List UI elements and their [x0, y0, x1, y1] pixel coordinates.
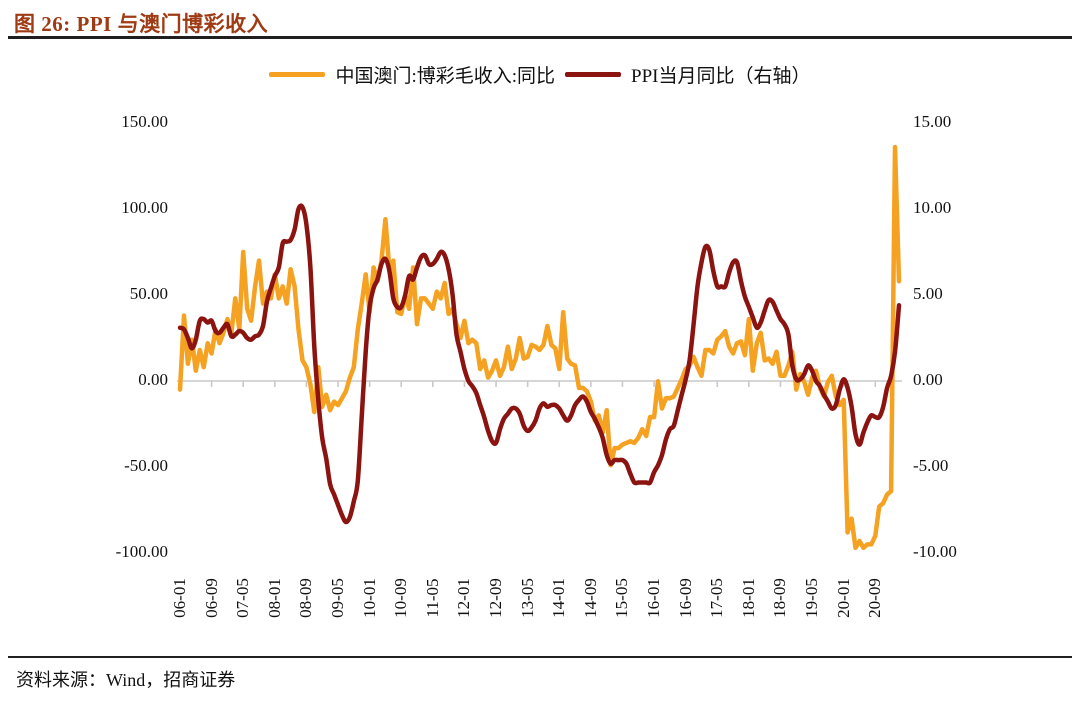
y-axis-left-tick-label: -100.00	[115, 542, 168, 561]
y-axis-right-tick-label: 10.00	[913, 198, 952, 217]
x-axis-tick-label: 20-09	[865, 578, 885, 618]
x-axis-tick-label: 11-05	[422, 578, 442, 618]
x-axis-tick-label: 16-09	[675, 578, 695, 618]
x-axis-tick-label: 07-05	[233, 578, 253, 618]
y-axis-left-tick-label: 100.00	[121, 198, 168, 217]
y-axis-left-tick-label: 0.00	[138, 370, 168, 389]
x-axis-tick-label: 12-09	[486, 578, 506, 618]
ggr-series-swatch	[269, 72, 326, 77]
x-axis-tick-label: 14-09	[580, 578, 600, 618]
source-rule	[8, 656, 1072, 658]
x-axis-tick-label: 19-05	[802, 578, 822, 618]
x-axis-tick-label: 08-09	[296, 578, 316, 618]
y-axis-right-tick-label: 0.00	[913, 370, 943, 389]
ppi-series-label: PPI当月同比（右轴）	[631, 66, 811, 87]
x-axis-tick-label: 20-01	[833, 578, 853, 618]
x-axis-tick-label: 08-01	[264, 578, 284, 618]
x-axis-tick-label: 10-01	[359, 578, 379, 618]
x-axis-tick-label: 17-05	[707, 578, 727, 618]
ppi-series-line	[177, 203, 902, 525]
ppi-series-swatch	[565, 72, 622, 77]
x-axis-tick-label: 14-01	[549, 578, 569, 618]
x-axis-tick-label: 16-01	[644, 578, 664, 618]
y-axis-left-tick-label: 50.00	[129, 284, 168, 303]
x-axis-tick-label: 06-01	[170, 578, 189, 618]
y-axis-right-tick-label: 5.00	[913, 284, 943, 303]
x-axis-tick-label: 15-05	[612, 578, 632, 618]
y-axis-right-tick-label: 15.00	[913, 112, 952, 131]
y-axis-right-tick-label: -5.00	[913, 456, 949, 475]
x-axis-tick-label: 10-09	[391, 578, 411, 618]
x-axis-tick-label: 13-05	[517, 578, 537, 618]
x-axis-tick-label: 06-09	[201, 578, 221, 618]
x-axis-tick-label: 18-01	[738, 578, 758, 618]
chart-legend: 中国澳门:博彩毛收入:同比 PPI当月同比（右轴）	[0, 61, 1080, 88]
y-axis-right-tick-label: -10.00	[913, 542, 957, 561]
x-axis-tick-label: 09-05	[328, 578, 348, 618]
source-text: 资料来源：Wind，招商证券	[16, 670, 236, 690]
y-axis-left-tick-label: 150.00	[121, 112, 168, 131]
x-axis-tick-label: 12-01	[454, 578, 474, 618]
ggr-series-label: 中国澳门:博彩毛收入:同比	[335, 66, 556, 87]
y-axis-left-tick-label: -50.00	[124, 456, 168, 475]
x-axis-tick-label: 18-09	[770, 578, 790, 618]
ggr-series-line	[177, 144, 902, 551]
figure-title: 图 26: PPI 与澳门博彩收入	[14, 12, 269, 36]
title-rule	[8, 36, 1072, 39]
